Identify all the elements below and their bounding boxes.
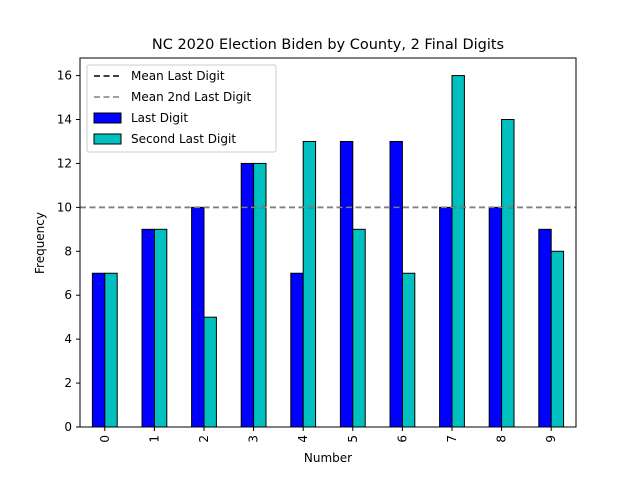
bar-second-last-digit-1	[154, 229, 166, 427]
y-tick-label: 16	[57, 69, 72, 83]
x-tick-label: 7	[445, 435, 459, 443]
y-tick-label: 12	[57, 156, 72, 170]
legend: Mean Last Digit Mean 2nd Last Digit Last D…	[87, 65, 276, 152]
bar-second-last-digit-6	[402, 273, 414, 427]
bar-second-last-digit-3	[254, 163, 266, 427]
bar-last-digit-9	[539, 229, 551, 427]
bar-second-last-digit-8	[502, 120, 514, 428]
y-tick-label: 14	[57, 113, 72, 127]
x-tick-label: 1	[147, 435, 161, 443]
legend-entry-last-digit-swatch	[94, 113, 121, 123]
legend-entry-second-last-digit-label: Second Last Digit	[131, 132, 236, 146]
bar-last-digit-6	[390, 141, 402, 427]
legend-entry-second-last-digit-swatch	[94, 134, 121, 144]
bar-last-digit-7	[440, 207, 452, 427]
bar-second-last-digit-5	[353, 229, 365, 427]
bar-last-digit-5	[340, 141, 352, 427]
x-tick-label: 6	[395, 435, 409, 443]
y-tick-label: 4	[64, 332, 72, 346]
legend-entry-mean-2nd-last-digit-label: Mean 2nd Last Digit	[131, 90, 252, 104]
y-tick-label: 0	[64, 420, 72, 434]
legend-entry-mean-last-digit-label: Mean Last Digit	[131, 69, 225, 83]
bar-second-last-digit-9	[551, 251, 563, 427]
bar-second-last-digit-0	[105, 273, 117, 427]
y-tick-label: 8	[64, 244, 72, 258]
x-tick-label: 0	[98, 435, 112, 443]
legend-entry-last-digit-label: Last Digit	[131, 111, 188, 125]
x-tick-label: 8	[495, 435, 509, 443]
bar-last-digit-8	[489, 207, 501, 427]
x-tick-label: 3	[247, 435, 261, 443]
bar-last-digit-0	[92, 273, 104, 427]
bar-last-digit-4	[291, 273, 303, 427]
bar-second-last-digit-7	[452, 76, 464, 427]
bar-second-last-digit-2	[204, 317, 216, 427]
chart-title: NC 2020 Election Biden by County, 2 Fina…	[152, 37, 504, 53]
y-tick-label: 6	[64, 288, 72, 302]
x-tick-label: 5	[346, 435, 360, 443]
bar-last-digit-2	[192, 207, 204, 427]
x-tick-label: 4	[296, 435, 310, 443]
y-tick-label: 10	[57, 200, 72, 214]
bar-second-last-digit-4	[303, 141, 315, 427]
y-tick-label: 2	[64, 376, 72, 390]
bar-last-digit-3	[241, 163, 253, 427]
x-tick-label: 9	[544, 435, 558, 443]
x-axis-label: Number	[304, 451, 352, 465]
x-tick-label: 2	[197, 435, 211, 443]
bar-last-digit-1	[142, 229, 154, 427]
y-axis-label: Frequency	[33, 212, 47, 274]
